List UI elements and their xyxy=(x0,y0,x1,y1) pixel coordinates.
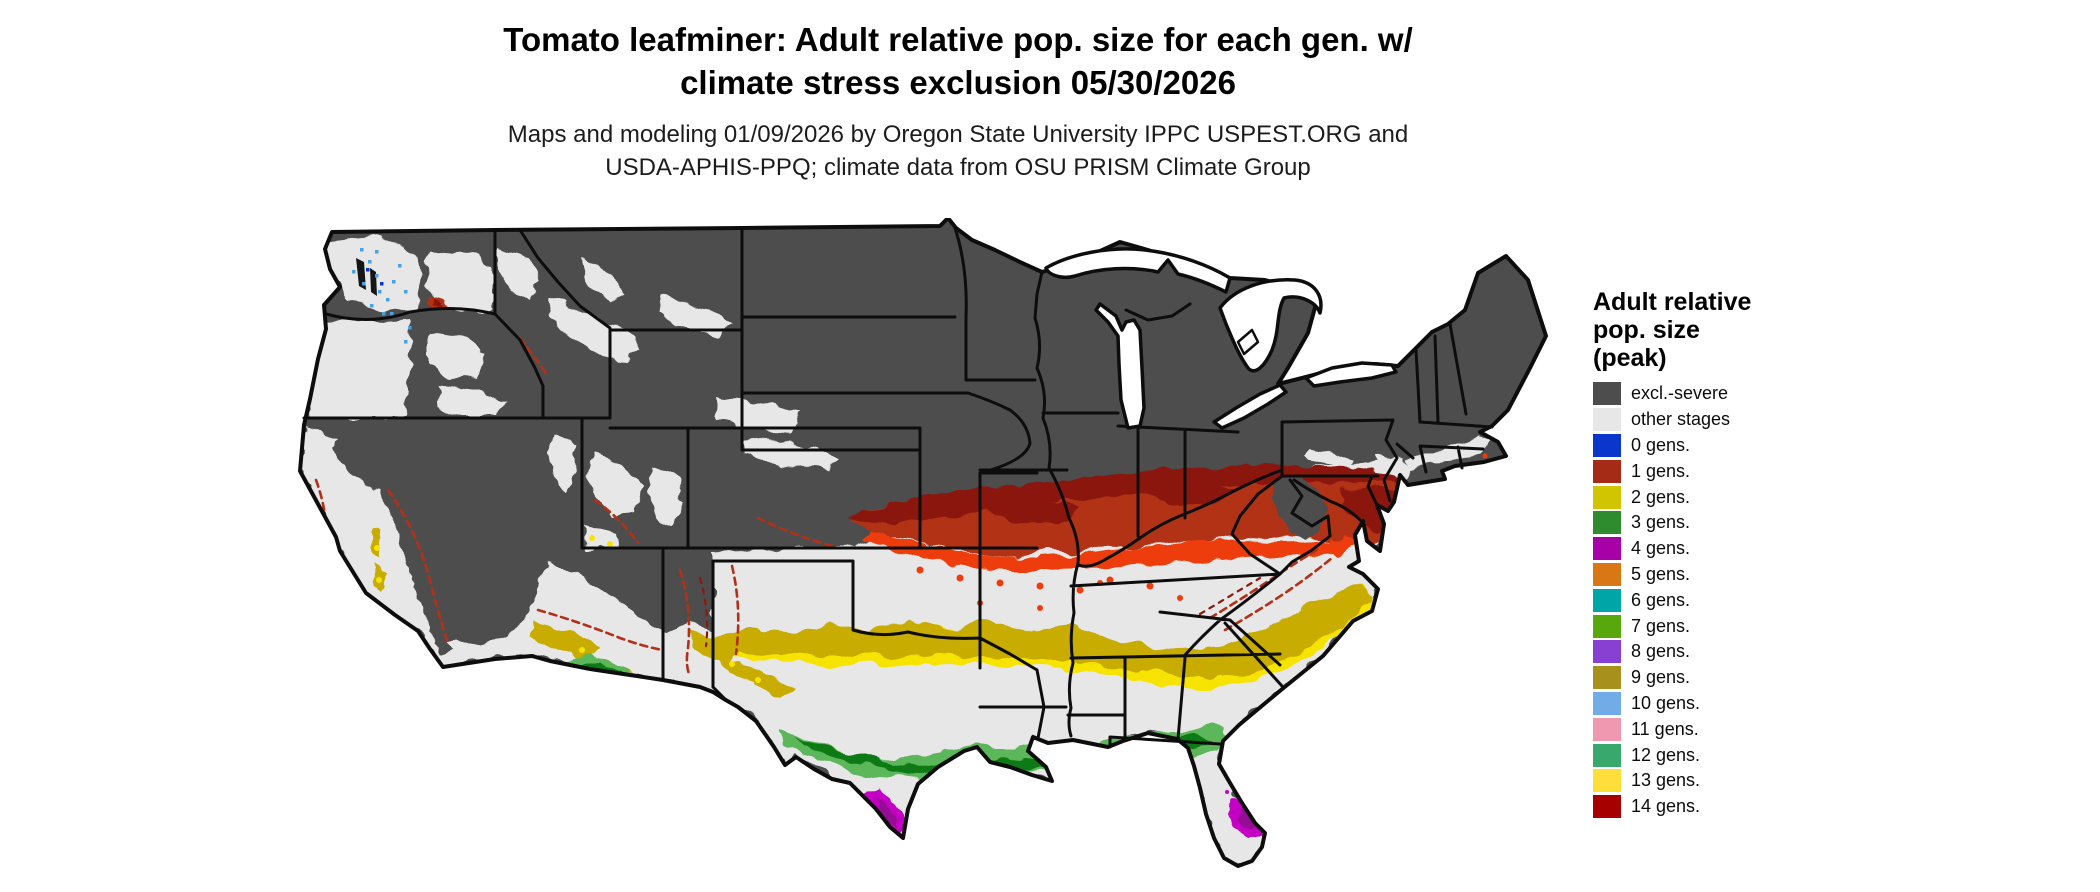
legend-swatch-4-gens xyxy=(1593,537,1621,561)
gen3-core xyxy=(795,734,1215,774)
legend-item-2-gens: 2 gens. xyxy=(1593,484,1853,510)
legend-label: 11 gens. xyxy=(1631,718,1699,739)
legend-item-9-gens: 9 gens. xyxy=(1593,665,1853,691)
map-layer-gen0-deep-dots xyxy=(366,268,384,286)
legend-title-line3: (peak) xyxy=(1593,344,1667,372)
map-layer-gen3-dots xyxy=(403,679,708,705)
map-title-line2: climate stress exclusion 05/30/2026 xyxy=(680,64,1236,101)
legend-swatch-1-gens xyxy=(1593,459,1621,483)
gen1-east-flame xyxy=(1324,536,1352,556)
legend-swatch-11-gens xyxy=(1593,717,1621,741)
legend: Adult relative pop. size (peak) excl.-se… xyxy=(1593,288,1853,820)
map-layer-puget-water xyxy=(356,258,377,296)
map-title-line1: Tomato leafminer: Adult relative pop. si… xyxy=(503,21,1413,58)
us-map-svg xyxy=(298,216,1548,868)
legend-items: excl.-severe other stages 0 gens. 1 gens… xyxy=(1593,381,1853,820)
legend-item-0-gens: 0 gens. xyxy=(1593,433,1853,459)
legend-label: 1 gens. xyxy=(1631,460,1691,481)
legend-swatch-2-gens xyxy=(1593,485,1621,509)
legend-item-10-gens: 10 gens. xyxy=(1593,691,1853,717)
legend-label: 10 gens. xyxy=(1631,692,1701,713)
legend-swatch-0-gens xyxy=(1593,433,1621,457)
gen1-flame xyxy=(865,502,1410,570)
saginaw-bay xyxy=(1236,328,1260,356)
map-layer-dark-mountains xyxy=(332,440,452,656)
legend-title: Adult relative pop. size (peak) xyxy=(1593,288,1853,372)
legend-item-excl-severe: excl.-severe xyxy=(1593,381,1853,407)
gen4-texas-core xyxy=(876,798,898,828)
map-subtitle-line1: Maps and modeling 01/09/2026 by Oregon S… xyxy=(507,121,1409,148)
legend-item-8-gens: 8 gens. xyxy=(1593,639,1853,665)
legend-label: 14 gens. xyxy=(1631,796,1701,817)
legend-swatch-3-gens xyxy=(1593,511,1621,535)
map-layer-gen5-dots xyxy=(1202,865,1208,866)
legend-swatch-12-gens xyxy=(1593,743,1621,767)
legend-label: 13 gens. xyxy=(1631,770,1701,791)
legend-label: 8 gens. xyxy=(1631,641,1691,662)
legend-swatch-excl-severe xyxy=(1593,382,1621,406)
legend-item-14-gens: 14 gens. xyxy=(1593,794,1853,820)
legend-swatch-13-gens xyxy=(1593,769,1621,793)
legend-label: other stages xyxy=(1631,409,1731,430)
legend-item-12-gens: 12 gens. xyxy=(1593,742,1853,768)
legend-title-line2: pop. size xyxy=(1593,316,1700,344)
legend-item-other-stages: other stages xyxy=(1593,407,1853,433)
legend-title-line1: Adult relative xyxy=(1593,288,1752,316)
legend-label: 3 gens. xyxy=(1631,512,1691,533)
map-layer-gen1-speckle-lines-dark xyxy=(698,576,1262,648)
map-subtitle: Maps and modeling 01/09/2026 by Oregon S… xyxy=(0,118,1916,184)
legend-label: 4 gens. xyxy=(1631,538,1691,559)
title-block: Tomato leafminer: Adult relative pop. si… xyxy=(0,18,1916,184)
legend-item-5-gens: 5 gens. xyxy=(1593,562,1853,588)
legend-item-4-gens: 4 gens. xyxy=(1593,536,1853,562)
lake-ontario xyxy=(1304,361,1398,388)
legend-swatch-other-stages xyxy=(1593,408,1621,432)
legend-item-6-gens: 6 gens. xyxy=(1593,587,1853,613)
legend-swatch-14-gens xyxy=(1593,795,1621,819)
legend-item-1-gens: 1 gens. xyxy=(1593,458,1853,484)
gen1-washington-spot-core xyxy=(432,297,445,307)
map-layer-gen4-dots xyxy=(1225,790,1229,794)
legend-label: 6 gens. xyxy=(1631,589,1691,610)
legend-label: 2 gens. xyxy=(1631,486,1691,507)
legend-swatch-7-gens xyxy=(1593,614,1621,638)
legend-label: 9 gens. xyxy=(1631,667,1691,688)
legend-label: 7 gens. xyxy=(1631,615,1691,636)
legend-label: 0 gens. xyxy=(1631,434,1691,455)
legend-label: excl.-severe xyxy=(1631,383,1729,404)
state-borders xyxy=(302,226,1494,749)
us-risk-map xyxy=(280,216,1570,886)
map-subtitle-line2: USDA-APHIS-PPQ; climate data from OSU PR… xyxy=(605,154,1311,181)
legend-label: 12 gens. xyxy=(1631,744,1701,765)
legend-swatch-5-gens xyxy=(1593,562,1621,586)
lake-superior xyxy=(1044,247,1232,294)
legend-swatch-10-gens xyxy=(1593,691,1621,715)
legend-swatch-9-gens xyxy=(1593,666,1621,690)
legend-item-3-gens: 3 gens. xyxy=(1593,510,1853,536)
lake-erie xyxy=(1212,383,1288,430)
legend-item-7-gens: 7 gens. xyxy=(1593,613,1853,639)
legend-item-11-gens: 11 gens. xyxy=(1593,716,1853,742)
great-lakes xyxy=(1044,247,1398,430)
legend-item-13-gens: 13 gens. xyxy=(1593,768,1853,794)
lake-michigan xyxy=(1094,302,1146,430)
legend-swatch-6-gens xyxy=(1593,588,1621,612)
gen1-maroon xyxy=(848,465,1406,526)
legend-label: 5 gens. xyxy=(1631,563,1691,584)
legend-swatch-8-gens xyxy=(1593,640,1621,664)
